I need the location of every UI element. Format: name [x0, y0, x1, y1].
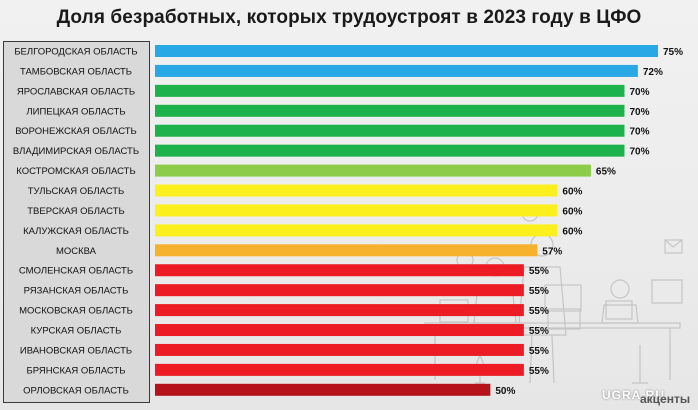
value-label: 72%	[643, 67, 663, 78]
bar	[155, 104, 625, 117]
value-label: 57%	[542, 246, 562, 257]
bar	[155, 284, 524, 297]
value-label: 60%	[562, 206, 582, 217]
chart-title: Доля безработных, которых трудоустроят в…	[56, 7, 642, 28]
bar	[155, 304, 524, 317]
category-label: ОРЛОВСКАЯ ОБЛАСТЬ	[23, 385, 129, 396]
category-label: ЯРОСЛАВСКАЯ ОБЛАСТЬ	[17, 86, 135, 97]
category-label: РЯЗАНСКАЯ ОБЛАСТЬ	[24, 286, 129, 297]
category-label: КАЛУЖСКАЯ ОБЛАСТЬ	[23, 226, 129, 237]
category-label: ТУЛЬСКАЯ ОБЛАСТЬ	[28, 186, 125, 197]
value-label: 70%	[629, 87, 649, 98]
value-label: 60%	[562, 187, 582, 198]
bar	[155, 383, 491, 396]
bar	[155, 324, 524, 337]
bar	[155, 184, 558, 197]
bar	[155, 204, 558, 217]
value-label: 55%	[529, 326, 549, 337]
value-label: 55%	[529, 346, 549, 357]
value-label: 55%	[529, 266, 549, 277]
category-label: ВЛАДИМИРСКАЯ ОБЛАСТЬ	[13, 146, 139, 157]
bar	[155, 343, 524, 356]
value-label: 55%	[529, 306, 549, 317]
bar	[155, 224, 558, 237]
bar	[155, 144, 625, 157]
category-label: КОСТРОМСКАЯ ОБЛАСТЬ	[16, 166, 135, 177]
category-label-panel	[3, 41, 150, 403]
value-label: 55%	[529, 366, 549, 377]
bar	[155, 84, 625, 97]
category-label: ТВЕРСКАЯ ОБЛАСТЬ	[27, 206, 125, 217]
category-label: ИВАНОВСКАЯ ОБЛАСТЬ	[20, 345, 132, 356]
value-label: 70%	[629, 107, 649, 118]
value-label: 70%	[629, 147, 649, 158]
category-label: ЛИПЕЦКАЯ ОБЛАСТЬ	[26, 106, 125, 117]
value-label: 70%	[629, 127, 649, 138]
value-label: 65%	[596, 167, 616, 178]
category-label: ВОРОНЕЖСКАЯ ОБЛАСТЬ	[15, 126, 137, 137]
category-label: СМОЛЕНСКАЯ ОБЛАСТЬ	[19, 266, 133, 277]
bar	[155, 64, 638, 77]
value-label: 75%	[663, 47, 683, 58]
category-label: МОСКОВСКАЯ ОБЛАСТЬ	[19, 306, 133, 317]
category-label: ТАМБОВСКАЯ ОБЛАСТЬ	[20, 66, 132, 77]
watermark-right: акценты	[640, 392, 691, 406]
bar	[155, 244, 538, 257]
watermark-left: UGRA.RU	[602, 388, 665, 402]
value-label: 55%	[529, 286, 549, 297]
category-label: БРЯНСКАЯ ОБЛАСТЬ	[27, 365, 126, 376]
bar	[155, 45, 658, 57]
category-label: КУРСКАЯ ОБЛАСТЬ	[31, 326, 122, 337]
category-label: МОСКВА	[56, 246, 97, 257]
value-label: 50%	[495, 386, 515, 397]
category-label: БЕЛГОРОДСКАЯ ОБЛАСТЬ	[14, 47, 137, 58]
bar	[155, 264, 524, 277]
bar	[155, 164, 591, 177]
bar	[155, 124, 625, 137]
bar	[155, 363, 524, 376]
value-label: 60%	[562, 226, 582, 237]
